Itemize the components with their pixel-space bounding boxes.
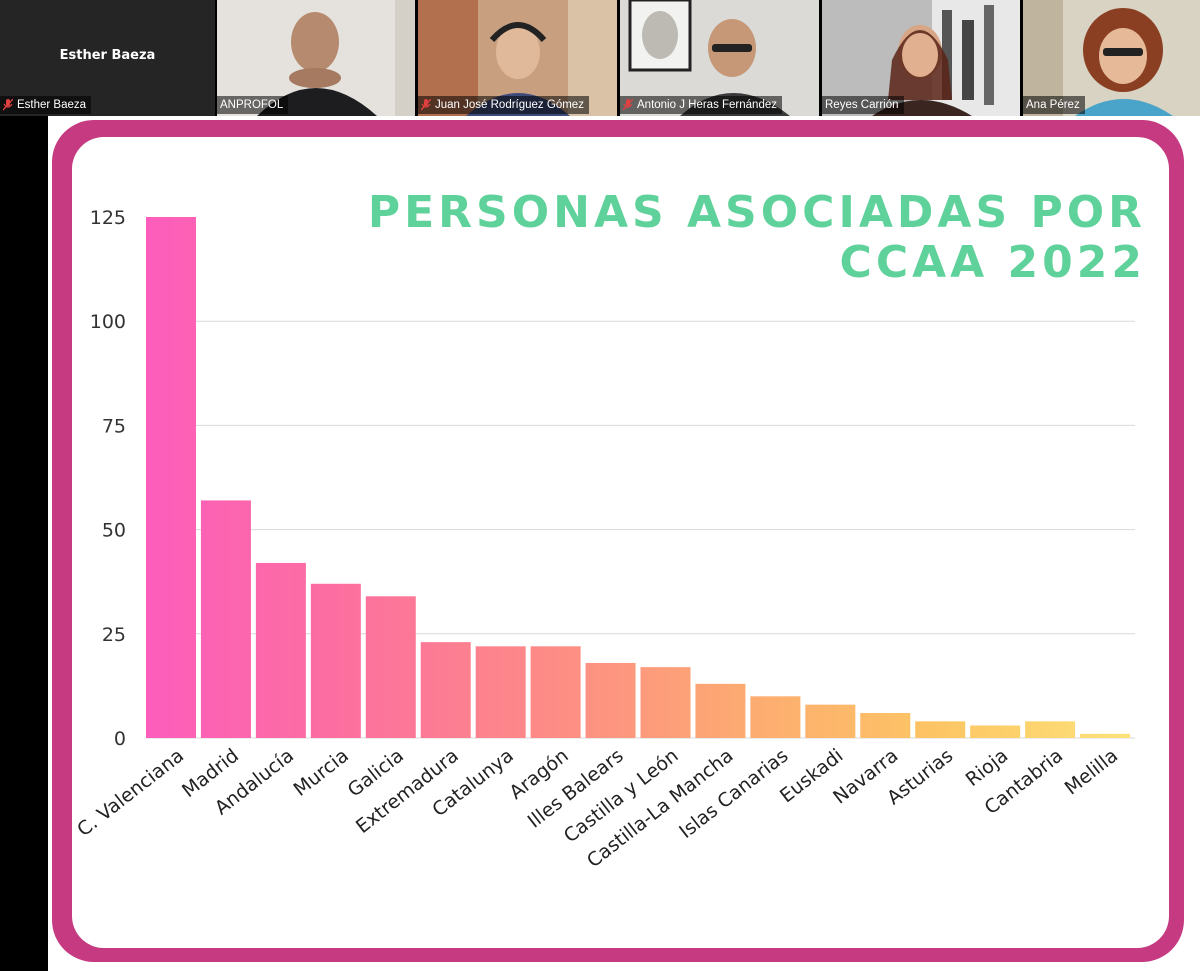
chart-bars [146,217,1131,738]
participant-caption-text: Antonio J Heras Fernández [637,99,777,111]
x-tick-label: Melilla [1061,745,1122,800]
screen-share-left-margin [0,116,48,971]
participant-caption: Ana Pérez [1023,96,1085,114]
chart-panel [72,137,1169,948]
chart-title: PERSONAS ASOCIADAS POR CCAA 2022 [367,187,1146,288]
bar-galicia [365,596,416,738]
bar-madrid [200,500,251,738]
participant-caption-text: ANPROFOL [220,99,284,111]
participant-caption: Juan José Rodríguez Gómez [418,96,589,114]
mic-muted-icon [3,98,13,111]
bar-rioja [970,725,1021,738]
y-tick-label: 50 [102,520,126,542]
participant-tile[interactable]: Antonio J Heras Fernández [620,0,819,116]
participant-caption-text: Reyes Carrión [825,99,899,111]
bar-castilla-y-le-n [640,667,691,738]
participant-caption: Reyes Carrión [822,96,904,114]
y-tick-label: 0 [114,728,126,750]
bar-melilla [1080,733,1131,738]
bar-euskadi [805,704,856,738]
bar-murcia [310,583,361,738]
participant-caption: Esther Baeza [0,96,92,114]
bar-castilla-la-mancha [695,683,746,738]
bar-extremadura [420,642,471,738]
participant-tile[interactable]: Reyes Carrión [822,0,1020,116]
participant-caption: ANPROFOL [217,96,289,114]
participant-caption-text: Juan José Rodríguez Gómez [435,99,584,111]
mic-muted-icon [623,98,633,111]
participant-strip: Esther Baeza Esther Baeza ANPROFOL Juan … [0,0,1200,116]
bar-c-valenciana [146,217,196,738]
bar-navarra [860,712,911,738]
bar-catalunya [475,646,526,738]
bar-cantabria [1025,721,1076,738]
bar-illes-balears [585,662,636,738]
participant-tile[interactable]: ANPROFOL [217,0,415,116]
x-tick-label: C. Valenciana [73,745,188,841]
participant-tile[interactable]: Esther Baeza Esther Baeza [0,0,215,116]
bar-andaluc-a [255,562,306,738]
y-tick-label: 125 [90,207,126,229]
participant-name: Esther Baeza [59,48,156,63]
y-axis-ticks: 0 25 50 75 100 125 [90,207,126,750]
participant-caption: Antonio J Heras Fernández [620,96,782,114]
y-tick-label: 75 [102,415,126,437]
bar-islas-canarias [750,696,801,738]
mic-muted-icon [421,98,431,111]
participant-tile[interactable]: Juan José Rodríguez Gómez [418,0,617,116]
y-tick-label: 100 [90,311,126,333]
x-axis-labels: C. ValencianaMadridAndalucíaMurciaGalici… [73,745,1122,873]
bar-asturias [915,721,966,738]
y-tick-label: 25 [102,624,126,646]
participant-caption-text: Ana Pérez [1026,99,1080,111]
participant-tile-active-speaker[interactable]: Ana Pérez [1023,0,1200,116]
x-tick-label: Murcia [290,745,353,801]
participant-caption-text: Esther Baeza [17,99,87,111]
bar-arag-n [530,646,581,738]
